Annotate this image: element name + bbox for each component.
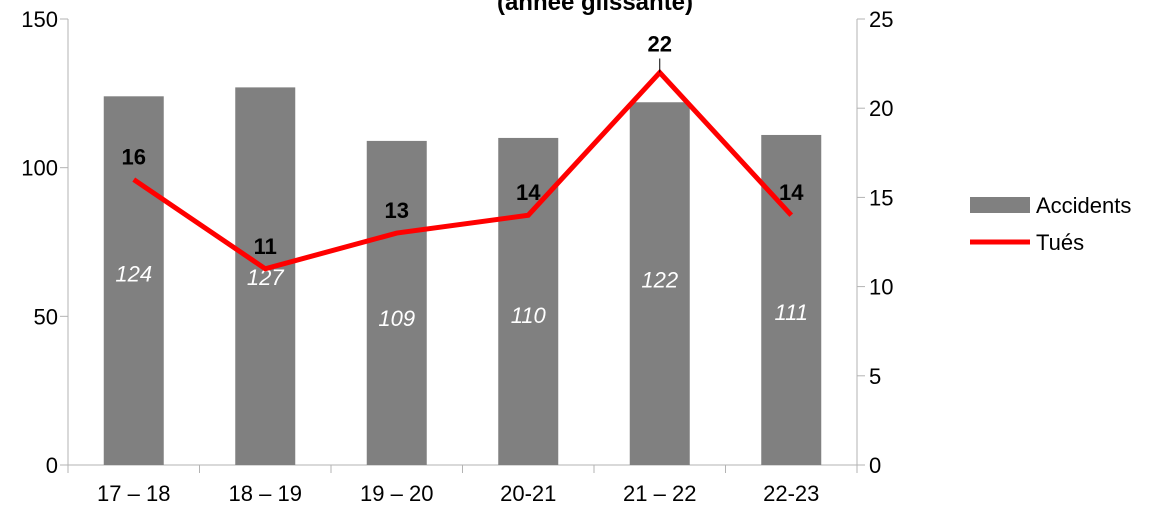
x-tick-label: 21 – 22 [623,481,696,506]
left-tick-label: 100 [21,156,58,181]
bar-value-label: 122 [641,267,678,292]
x-tick-label: 18 – 19 [229,481,302,506]
right-tick-label: 25 [869,7,893,32]
line-value-label: 14 [779,180,804,205]
legend-label-accidents: Accidents [1036,193,1131,218]
right-tick-label: 10 [869,275,893,300]
bar-accidents [235,87,296,466]
left-tick-label: 50 [34,304,58,329]
bar-value-label: 109 [378,306,415,331]
right-tick-label: 20 [869,96,893,121]
right-tick-label: 15 [869,185,893,210]
bar-accidents [629,102,690,466]
x-tick-label: 20-21 [500,481,556,506]
line-value-label: 22 [648,32,672,57]
line-value-label: 16 [122,145,146,170]
bar-value-label: 110 [511,303,547,328]
bar-accidents [366,140,427,465]
x-tick-label: 19 – 20 [360,481,433,506]
right-tick-label: 5 [869,364,881,389]
line-value-label: 14 [516,180,541,205]
chart-title: (année glissante) [497,0,693,16]
line-value-label: 13 [385,198,409,223]
line-value-label: 11 [254,234,277,259]
left-tick-label: 150 [21,7,58,32]
x-tick-label: 22-23 [763,481,819,506]
legend-swatch-accidents [970,197,1030,213]
line-tues [132,68,794,272]
left-tick-label: 0 [46,453,58,478]
x-tick-label: 17 – 18 [97,481,170,506]
right-tick-label: 0 [869,453,881,478]
bar-accidents [103,96,164,465]
bar-value-label: 124 [115,261,152,286]
legend-label-tues: Tués [1036,230,1084,255]
bar-value-label: 111 [775,300,808,325]
